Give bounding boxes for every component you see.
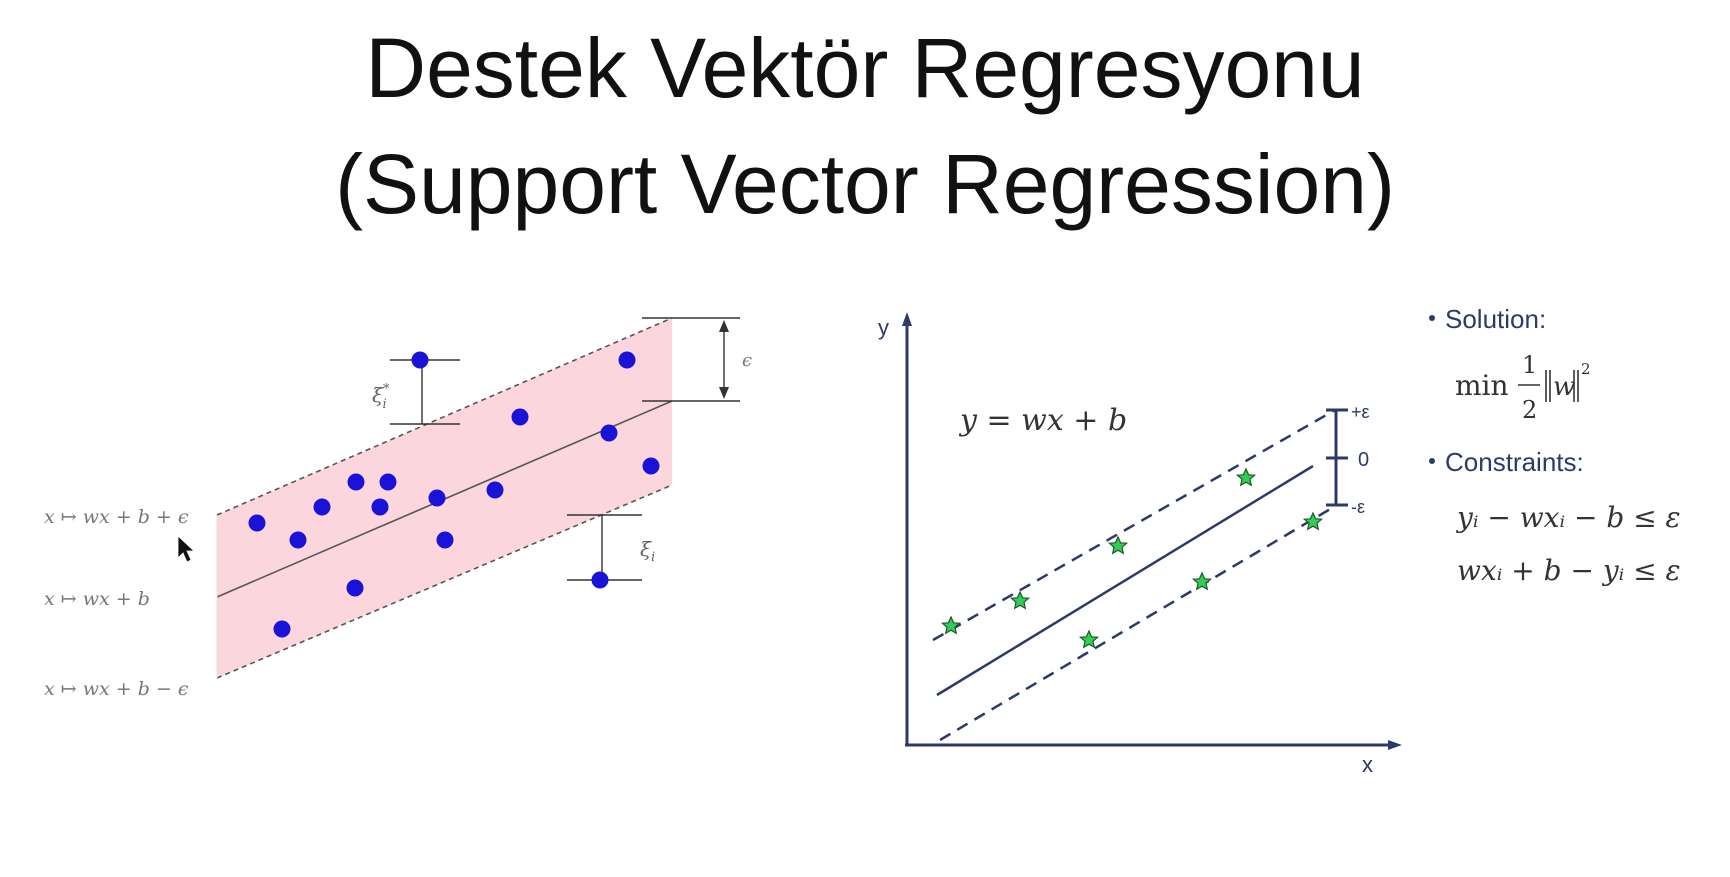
epsilon-tube-diagram: ϵ ξ* i ξi bbox=[44, 317, 752, 700]
mouse-cursor-icon bbox=[177, 535, 196, 563]
fraction-denominator: 2 bbox=[1522, 396, 1537, 424]
fraction-numerator: 1 bbox=[1522, 351, 1537, 379]
tube-upper-boundary bbox=[216, 317, 673, 516]
svr-graph: y x +ε 0 -ε y = wx + b bbox=[878, 312, 1402, 777]
data-point bbox=[289, 531, 307, 549]
constraint-1: yᵢ − wxᵢ − b ≤ ε bbox=[1455, 501, 1681, 534]
solution-panel: Solution: min 1 2 w 2 Constraints: yᵢ − … bbox=[1429, 304, 1681, 587]
regression-equation: y = wx + b bbox=[958, 403, 1127, 438]
norm-exponent: 2 bbox=[1581, 360, 1591, 378]
plus-epsilon-label: +ε bbox=[1351, 402, 1370, 422]
data-point bbox=[642, 457, 660, 475]
data-point bbox=[346, 579, 364, 597]
constraints-label: Constraints: bbox=[1445, 447, 1584, 477]
data-point bbox=[600, 424, 618, 442]
star-points bbox=[940, 467, 1324, 649]
y-axis-arrow-icon bbox=[902, 312, 912, 326]
star-point bbox=[1302, 511, 1324, 531]
solution-bullet bbox=[1429, 315, 1435, 321]
norm-w: w bbox=[1553, 372, 1575, 402]
data-point bbox=[436, 531, 454, 549]
star-point bbox=[1235, 467, 1257, 487]
regression-line-label: x ↦ wx + b bbox=[44, 588, 150, 610]
star-point bbox=[940, 615, 962, 635]
star-point bbox=[1009, 590, 1031, 610]
zero-label: 0 bbox=[1358, 449, 1369, 471]
data-point bbox=[347, 473, 365, 491]
data-point bbox=[248, 514, 266, 532]
epsilon-arrow-up bbox=[719, 320, 729, 332]
data-point bbox=[313, 498, 331, 516]
constraint-2: wxᵢ + b − yᵢ ≤ ε bbox=[1457, 554, 1681, 587]
data-point bbox=[371, 498, 389, 516]
epsilon-label: ϵ bbox=[742, 350, 752, 371]
constraints-bullet bbox=[1429, 458, 1435, 464]
data-point bbox=[379, 473, 397, 491]
data-point bbox=[618, 351, 636, 369]
slide-title-line-1: Destek Vektör Regresyonu bbox=[365, 21, 1365, 115]
lower-margin-line bbox=[939, 503, 1338, 742]
lower-boundary-label: x ↦ wx + b − ϵ bbox=[44, 678, 189, 700]
x-axis-arrow-icon bbox=[1388, 740, 1402, 750]
upper-margin-line bbox=[932, 408, 1336, 642]
x-axis-label: x bbox=[1362, 752, 1373, 777]
minus-epsilon-label: -ε bbox=[1351, 497, 1365, 517]
data-point bbox=[273, 620, 291, 638]
star-point bbox=[1191, 571, 1213, 591]
xi-star-label: ξ* i bbox=[372, 382, 390, 412]
data-point bbox=[511, 408, 529, 426]
data-point bbox=[411, 351, 429, 369]
data-points bbox=[248, 351, 660, 638]
xi-label: ξi bbox=[640, 537, 655, 565]
data-point bbox=[591, 571, 609, 589]
solution-label: Solution: bbox=[1445, 304, 1546, 334]
star-point bbox=[1078, 629, 1100, 649]
data-point bbox=[486, 481, 504, 499]
tube-lower-boundary bbox=[216, 484, 673, 679]
star-point bbox=[1107, 535, 1129, 555]
y-axis-label: y bbox=[878, 315, 889, 340]
epsilon-arrow-down bbox=[719, 387, 729, 399]
data-point bbox=[428, 489, 446, 507]
upper-boundary-label: x ↦ wx + b + ϵ bbox=[44, 506, 189, 528]
slide-title-line-2: (Support Vector Regression) bbox=[335, 137, 1395, 231]
min-text: min bbox=[1455, 369, 1509, 402]
regression-line bbox=[936, 464, 1314, 697]
